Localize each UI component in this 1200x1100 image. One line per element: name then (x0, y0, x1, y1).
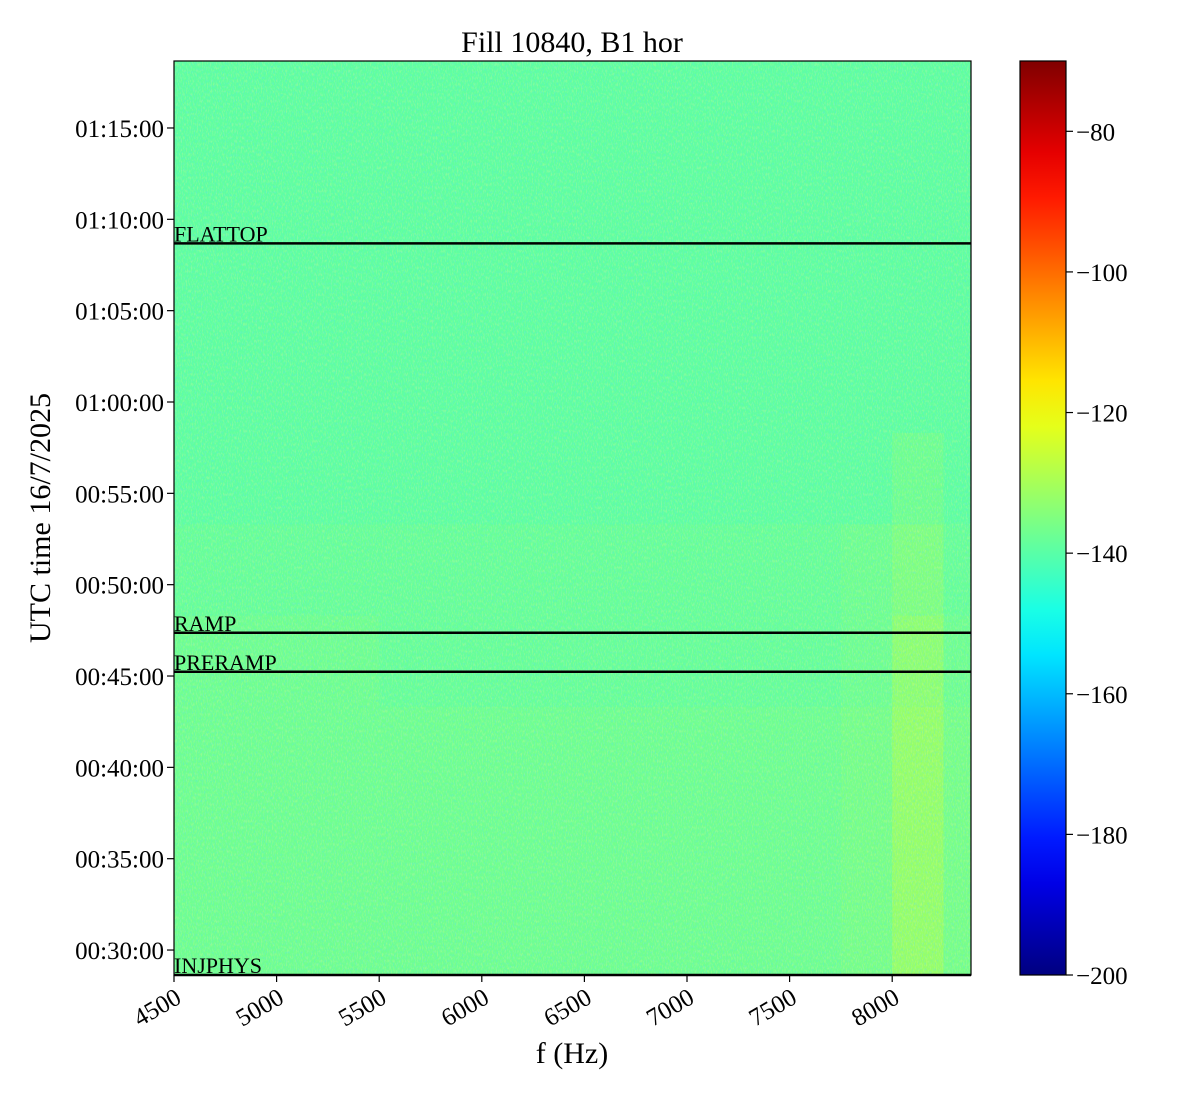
y-tick-label: 00:30:00 (75, 938, 164, 965)
x-tick-label: 7000 (642, 984, 699, 1032)
colorbar-tick-label: −100 (1076, 260, 1128, 287)
colorbar (1019, 60, 1067, 976)
phase-label: FLATTOP (174, 221, 268, 246)
phase-label: RAMP (174, 611, 236, 636)
phase-label: INJPHYS (174, 953, 262, 978)
phase-label: PRERAMP (174, 650, 277, 675)
x-tick-label: 7500 (745, 984, 802, 1032)
chart-title: Fill 10840, B1 hor (461, 26, 683, 59)
plot-frame (173, 60, 972, 976)
texture (174, 61, 971, 975)
colorbar-tick-label: −160 (1076, 682, 1128, 709)
y-tick-label: 00:55:00 (75, 481, 164, 508)
y-tick-label: 01:15:00 (75, 116, 164, 143)
x-tick-label: 4500 (129, 984, 186, 1032)
colorbar-tick-label: −180 (1076, 822, 1128, 849)
y-tick-label: 00:50:00 (75, 573, 164, 600)
y-axis-label: UTC time 16/7/2025 (24, 393, 57, 643)
y-tick-label: 01:10:00 (75, 207, 164, 234)
colorbar-tick-label: −120 (1076, 401, 1128, 428)
x-tick-label: 8000 (847, 984, 904, 1032)
speckle (174, 61, 971, 975)
y-tick-label: 00:40:00 (75, 755, 164, 782)
x-tick-label: 5500 (334, 984, 391, 1032)
y-tick-label: 01:05:00 (75, 299, 164, 326)
x-tick-label: 6000 (437, 984, 494, 1032)
x-axis-label: f (Hz) (536, 1037, 608, 1070)
colorbar-tick-label: −200 (1076, 963, 1128, 990)
x-tick-label: 5000 (232, 984, 289, 1032)
colorbar-tick-label: −80 (1076, 119, 1115, 146)
y-tick-label: 00:45:00 (75, 664, 164, 691)
colorbar-tick-label: −140 (1076, 541, 1128, 568)
y-tick-label: 01:00:00 (75, 390, 164, 417)
x-tick-label: 6500 (539, 984, 596, 1032)
y-tick-label: 00:35:00 (75, 847, 164, 874)
